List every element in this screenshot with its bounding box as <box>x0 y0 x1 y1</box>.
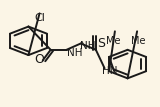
Text: NH: NH <box>67 48 82 58</box>
Text: Me: Me <box>131 36 146 46</box>
Text: NH: NH <box>80 41 96 51</box>
Text: O: O <box>35 53 44 66</box>
Text: Cl: Cl <box>34 13 45 23</box>
Text: S: S <box>97 37 105 50</box>
Text: HN: HN <box>102 66 117 77</box>
Text: Me: Me <box>106 36 120 46</box>
